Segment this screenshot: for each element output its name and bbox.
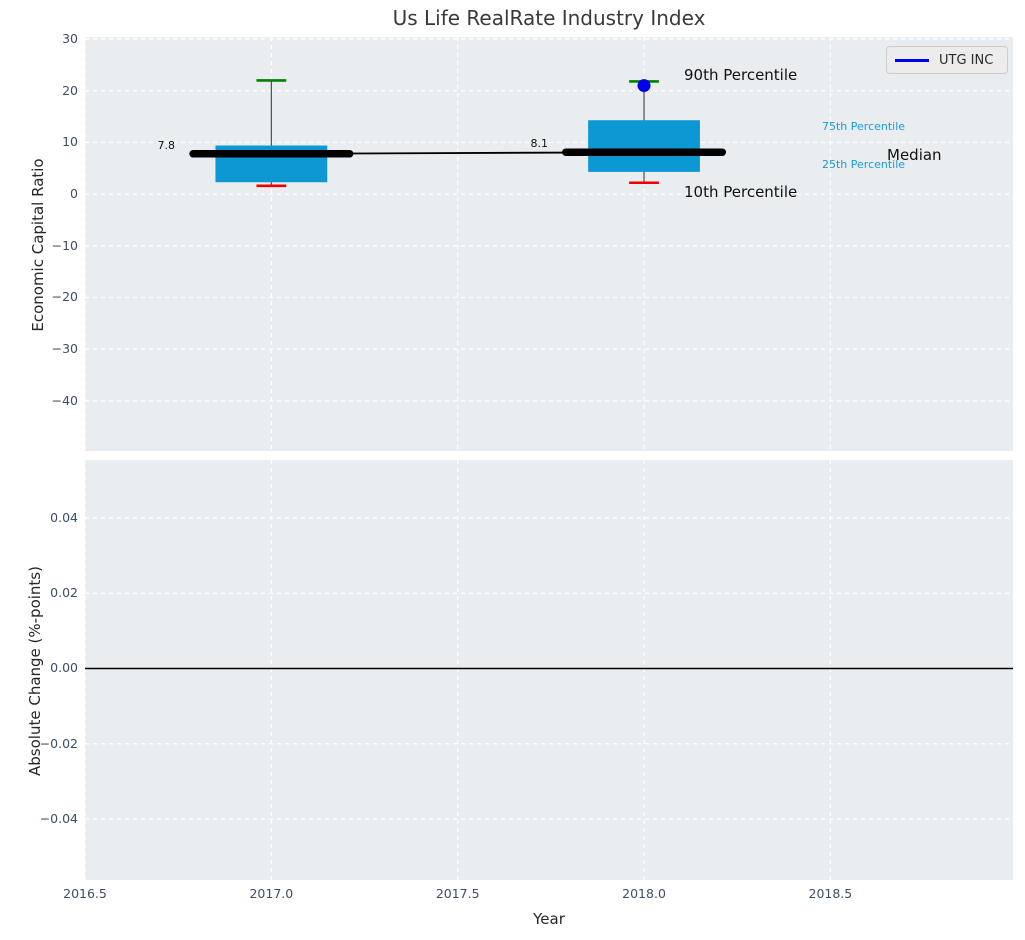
y-tick-label: 30 xyxy=(62,31,78,47)
median-value-label-2017: 7.8 xyxy=(157,139,176,152)
panel-background xyxy=(85,37,1013,451)
y-tick-label: −0.04 xyxy=(39,811,78,827)
y-tick-label: −30 xyxy=(51,341,78,357)
y-tick-label: 10 xyxy=(62,134,78,150)
x-tick-label: 2017.5 xyxy=(435,886,480,901)
y-tick-label: 20 xyxy=(62,82,78,98)
x-tick-label: 2016.5 xyxy=(63,886,107,901)
legend: UTG INC xyxy=(886,46,1008,74)
annotation-25th-percentile: 25th Percentile xyxy=(822,158,906,171)
x-tick-label: 2017.0 xyxy=(249,886,294,901)
y-tick-label: 0 xyxy=(70,186,78,202)
median-value-label-2018: 8.1 xyxy=(530,137,549,150)
legend-line-icon xyxy=(895,58,929,62)
annotation-median: Median xyxy=(887,146,942,164)
box-2018 xyxy=(588,120,700,172)
y-tick-label: 0.04 xyxy=(50,509,78,525)
x-tick-label: 2018.0 xyxy=(622,886,666,901)
annotation-90th-percentile: 90th Percentile xyxy=(684,66,798,84)
y-tick-label: 0.02 xyxy=(50,585,78,601)
y-tick-label: −20 xyxy=(51,289,78,305)
y-tick-label: −40 xyxy=(51,392,78,408)
annotation-10th-percentile: 10th Percentile xyxy=(684,183,798,201)
y-tick-label: 0.00 xyxy=(50,660,78,676)
x-tick-label: 2018.5 xyxy=(808,886,853,901)
company-point xyxy=(637,79,651,93)
chart-title: Us Life RealRate Industry Index xyxy=(392,6,706,30)
annotation-75th-percentile: 75th Percentile xyxy=(822,120,906,133)
y-tick-label: −10 xyxy=(51,237,78,253)
legend-label: UTG INC xyxy=(939,52,994,68)
x-axis-label: Year xyxy=(533,910,565,928)
y-tick-label: −0.02 xyxy=(39,735,78,751)
panel-background xyxy=(85,460,1013,880)
